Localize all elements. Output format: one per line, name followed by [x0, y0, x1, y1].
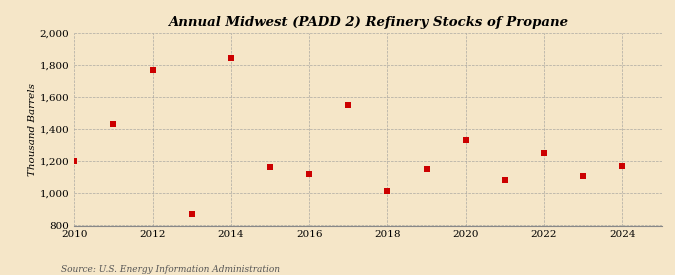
Y-axis label: Thousand Barrels: Thousand Barrels	[28, 83, 37, 176]
Title: Annual Midwest (PADD 2) Refinery Stocks of Propane: Annual Midwest (PADD 2) Refinery Stocks …	[168, 16, 568, 29]
Point	[382, 189, 393, 193]
Point	[147, 68, 158, 72]
Point	[500, 178, 510, 182]
Point	[460, 138, 471, 142]
Point	[617, 164, 628, 168]
Point	[539, 151, 549, 155]
Point	[578, 174, 589, 178]
Point	[265, 165, 275, 169]
Point	[304, 172, 315, 176]
Point	[421, 167, 432, 172]
Point	[225, 56, 236, 60]
Point	[186, 212, 197, 216]
Point	[108, 122, 119, 127]
Point	[69, 159, 80, 164]
Text: Source: U.S. Energy Information Administration: Source: U.S. Energy Information Administ…	[61, 265, 279, 274]
Point	[343, 103, 354, 107]
